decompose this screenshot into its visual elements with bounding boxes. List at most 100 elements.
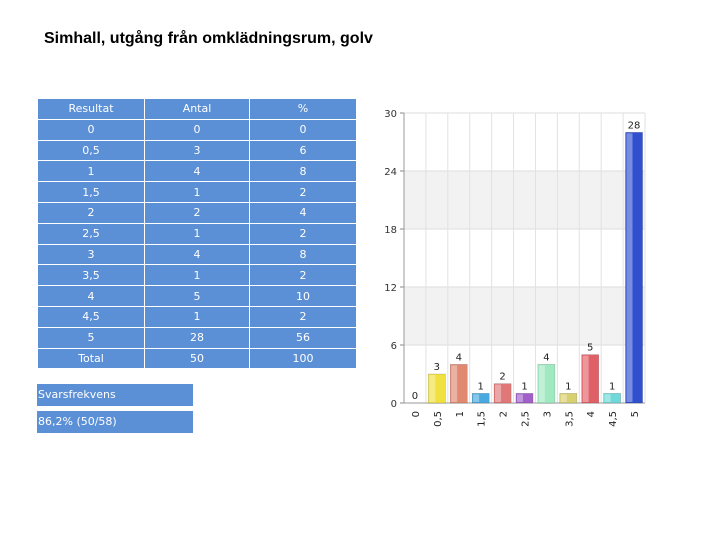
table-cell: 2: [249, 181, 357, 203]
table-header-row: Resultat Antal%: [37, 98, 357, 120]
y-tick-label: 18: [384, 225, 397, 236]
table-cell: 6: [249, 139, 357, 162]
table-cell: 2,5: [37, 222, 145, 245]
data-label: 28: [628, 120, 641, 131]
x-tick-label: 0: [411, 411, 422, 417]
table-total-row: Total 50 100: [37, 347, 357, 370]
results-table: Resultat Antal% 0 0 0 0,5 3 6 1 4 8 1,5 1 2 2 2 4 2,5 1 2 3 4…: [37, 98, 357, 370]
bar: [625, 132, 643, 404]
y-tick-label: 30: [384, 109, 397, 120]
table-cell: 4: [37, 285, 145, 307]
data-label: 5: [587, 343, 593, 354]
bar-highlight: [516, 394, 523, 402]
x-tick-label: 0,5: [433, 411, 444, 427]
x-tick-label: 1,5: [477, 411, 488, 427]
table-cell: 4,5: [37, 305, 145, 328]
table-row: 2,5 1 2: [37, 222, 357, 245]
bar: [471, 393, 490, 404]
table-cell: 4: [144, 243, 250, 266]
table-row: 3,5 1 2: [37, 264, 357, 287]
table-cell: 0: [249, 118, 357, 141]
bar-highlight: [495, 384, 502, 402]
table-cell: 5: [144, 285, 250, 307]
table-cell: 2: [249, 264, 357, 287]
table-cell: 1: [37, 160, 145, 183]
table-cell: 50: [144, 347, 250, 370]
table-cell: 2: [249, 222, 357, 245]
data-label: 4: [456, 352, 462, 363]
table-cell: 0,5: [37, 139, 145, 162]
table-cell: 56: [249, 326, 357, 349]
table-cell: 4: [144, 160, 250, 183]
table-row: 1,5 1 2: [37, 181, 357, 203]
bar-highlight: [451, 365, 458, 402]
bar: [449, 364, 468, 404]
y-tick-label: 0: [391, 399, 397, 410]
table-row: 4,5 1 2: [37, 305, 357, 328]
response-rate-value: 86,2% (50/58): [37, 411, 193, 433]
grid-band: [404, 287, 645, 345]
x-tick-label: 2: [499, 411, 510, 417]
table-cell: 3,5: [37, 264, 145, 287]
table-row: 4 5 10: [37, 285, 357, 307]
table-row: 0,5 3 6: [37, 139, 357, 162]
table-cell: Resultat: [37, 98, 145, 120]
table-cell: 2: [37, 201, 145, 224]
bar-highlight: [604, 394, 611, 402]
data-label: 0: [412, 391, 418, 402]
data-label: 4: [543, 352, 549, 363]
y-tick-label: 24: [384, 167, 397, 178]
bar-highlight: [538, 365, 545, 402]
table-cell: 100: [249, 347, 357, 370]
table-cell: Total: [37, 347, 145, 370]
y-tick-label: 12: [384, 283, 397, 294]
x-tick-label: 1: [455, 411, 466, 417]
data-label: 3: [434, 362, 440, 373]
table-cell: 1,5: [37, 181, 145, 203]
table-cell: %: [249, 98, 357, 120]
table-cell: 28: [144, 326, 250, 349]
results-bar-chart: 0 6 12 18 24 30 0 0 3 0,5 4 1 1 1,5 2 2 1 2,5 4 3 1 3,5 5 4 1 4,5…: [384, 109, 646, 427]
response-rate-label: Svarsfrekvens: [37, 384, 193, 406]
bar-highlight: [429, 375, 436, 402]
data-label: 1: [521, 381, 527, 392]
page-title: Simhall, utgång från omklädningsrum, gol…: [44, 30, 373, 47]
table-cell: 1: [144, 305, 250, 328]
data-label: 1: [609, 381, 615, 392]
bar: [581, 354, 600, 404]
bar: [493, 383, 512, 404]
table-cell: 8: [249, 160, 357, 183]
bar-highlight: [626, 133, 633, 403]
table-cell: 10: [249, 285, 357, 307]
table-cell: 5: [37, 326, 145, 349]
bar-highlight: [582, 355, 589, 402]
bar: [515, 393, 534, 404]
table-cell: 1: [144, 181, 250, 203]
x-tick-label: 4: [586, 411, 597, 417]
bar: [603, 393, 621, 404]
x-tick-label: 3,5: [564, 411, 575, 427]
bar: [559, 393, 578, 404]
bar-highlight: [473, 394, 480, 402]
table-cell: 0: [144, 118, 250, 141]
table-cell: Antal: [144, 98, 250, 120]
table-cell: 3: [37, 243, 145, 266]
table-row: 5 28 56: [37, 326, 357, 349]
grid-band: [404, 171, 645, 229]
bar-highlight: [560, 394, 567, 402]
table-cell: 2: [144, 201, 250, 224]
table-cell: 8: [249, 243, 357, 266]
data-label: 2: [499, 372, 505, 383]
table-cell: 3: [144, 139, 250, 162]
table-cell: 1: [144, 264, 250, 287]
data-label: 1: [477, 381, 483, 392]
x-tick-label: 5: [630, 411, 641, 417]
y-tick-label: 6: [391, 341, 397, 352]
x-tick-label: 4,5: [608, 411, 619, 427]
x-tick-label: 3: [542, 411, 553, 417]
table-cell: 2: [249, 305, 357, 328]
table-cell: 1: [144, 222, 250, 245]
x-tick-label: 2,5: [521, 411, 532, 427]
